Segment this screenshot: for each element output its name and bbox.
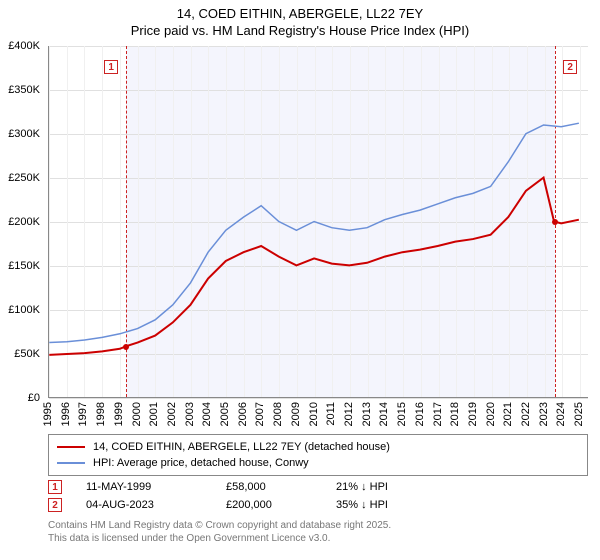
y-tick-label: £300K	[0, 128, 40, 140]
x-tick-label: 2004	[201, 402, 213, 426]
footnote: Contains HM Land Registry data © Crown c…	[48, 520, 588, 545]
chart-lines-svg	[49, 46, 588, 397]
x-tick-label: 2014	[378, 402, 390, 426]
sale-row-1-price: £58,000	[226, 481, 336, 493]
sale-row-1: 1 11-MAY-1999 £58,000 21% ↓ HPI	[48, 478, 588, 496]
sale-point-dot-2	[552, 219, 558, 225]
legend-label-price-paid: 14, COED EITHIN, ABERGELE, LL22 7EY (det…	[93, 441, 390, 453]
x-tick-label: 2017	[432, 402, 444, 426]
x-tick-label: 2013	[361, 402, 373, 426]
x-tick-label: 2018	[449, 402, 461, 426]
chart-container: 14, COED EITHIN, ABERGELE, LL22 7EY Pric…	[0, 0, 600, 560]
footnote-line2: This data is licensed under the Open Gov…	[48, 533, 588, 546]
x-tick-label: 1997	[77, 402, 89, 426]
footnote-line1: Contains HM Land Registry data © Crown c…	[48, 520, 588, 533]
legend-swatch-price-paid	[57, 446, 85, 449]
y-tick-label: £200K	[0, 216, 40, 228]
x-tick-label: 1996	[60, 402, 72, 426]
series-line-price-paid	[49, 178, 579, 355]
x-tick-label: 2010	[308, 402, 320, 426]
title-block: 14, COED EITHIN, ABERGELE, LL22 7EY Pric…	[0, 0, 600, 40]
x-tick-label: 2015	[396, 402, 408, 426]
chart-area: 1 2 £0£50K£100K£150K£200K£250K£300K£350K…	[48, 46, 588, 398]
sale-row-2: 2 04-AUG-2023 £200,000 35% ↓ HPI	[48, 496, 588, 514]
y-tick-label: £0	[0, 392, 40, 404]
x-tick-label: 2005	[219, 402, 231, 426]
sale-row-1-delta: 21% ↓ HPI	[336, 481, 456, 493]
sale-row-2-delta: 35% ↓ HPI	[336, 499, 456, 511]
x-tick-label: 2007	[254, 402, 266, 426]
legend: 14, COED EITHIN, ABERGELE, LL22 7EY (det…	[48, 434, 588, 476]
x-tick-label: 1999	[113, 402, 125, 426]
x-tick-label: 2002	[166, 402, 178, 426]
x-tick-label: 2011	[325, 402, 337, 426]
x-tick-label: 2021	[502, 402, 514, 426]
x-tick-label: 2009	[290, 402, 302, 426]
x-tick-label: 2000	[131, 402, 143, 426]
legend-swatch-hpi	[57, 462, 85, 464]
x-tick-label: 2012	[343, 402, 355, 426]
sale-marker-box-1: 1	[104, 60, 118, 74]
x-tick-label: 2019	[467, 402, 479, 426]
sale-row-1-marker: 1	[48, 480, 62, 494]
x-tick-label: 2003	[184, 402, 196, 426]
x-tick-label: 1998	[95, 402, 107, 426]
y-tick-label: £150K	[0, 260, 40, 272]
x-tick-label: 2016	[414, 402, 426, 426]
y-gridline	[49, 398, 588, 399]
x-tick-label: 2001	[148, 402, 160, 426]
x-tick-label: 2020	[485, 402, 497, 426]
legend-item-price-paid: 14, COED EITHIN, ABERGELE, LL22 7EY (det…	[57, 439, 579, 455]
sale-row-2-price: £200,000	[226, 499, 336, 511]
title-address: 14, COED EITHIN, ABERGELE, LL22 7EY	[0, 6, 600, 23]
title-subtitle: Price paid vs. HM Land Registry's House …	[0, 23, 600, 40]
sale-row-2-marker: 2	[48, 498, 62, 512]
sale-marker-box-2: 2	[563, 60, 577, 74]
sales-table: 1 11-MAY-1999 £58,000 21% ↓ HPI 2 04-AUG…	[48, 478, 588, 514]
x-tick-label: 2025	[573, 402, 585, 426]
sale-row-2-date: 04-AUG-2023	[86, 499, 226, 511]
x-tick-label: 2006	[237, 402, 249, 426]
series-line-hpi	[49, 123, 579, 342]
x-tick-label: 2024	[555, 402, 567, 426]
sale-row-1-date: 11-MAY-1999	[86, 481, 226, 493]
y-tick-label: £100K	[0, 304, 40, 316]
y-tick-label: £50K	[0, 348, 40, 360]
x-tick-label: 2008	[272, 402, 284, 426]
x-tick-label: 2023	[538, 402, 550, 426]
y-tick-label: £250K	[0, 172, 40, 184]
plot-area: 1 2	[48, 46, 588, 398]
y-tick-label: £400K	[0, 40, 40, 52]
y-tick-label: £350K	[0, 84, 40, 96]
sale-point-dot-1	[123, 344, 129, 350]
legend-label-hpi: HPI: Average price, detached house, Conw…	[93, 457, 309, 469]
legend-item-hpi: HPI: Average price, detached house, Conw…	[57, 455, 579, 471]
x-tick-label: 2022	[520, 402, 532, 426]
x-tick-label: 1995	[42, 402, 54, 426]
